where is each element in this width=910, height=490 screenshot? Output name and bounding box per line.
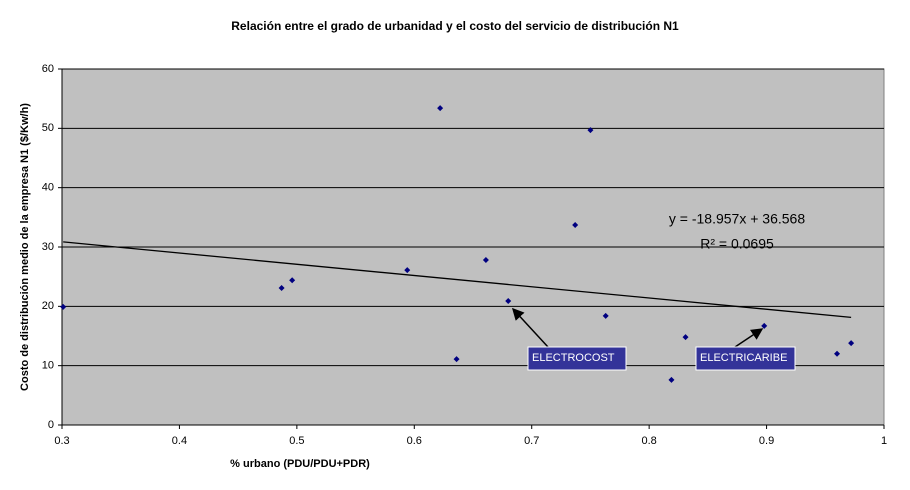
point	[437, 105, 444, 112]
annotation-label: ELECTROCOST	[532, 352, 615, 364]
y-tick-label: 30	[42, 241, 54, 253]
point	[60, 303, 67, 310]
trend-equation: y = -18.957x + 36.568	[669, 211, 805, 227]
point	[453, 356, 460, 363]
trend-r2: R² = 0.0695	[700, 236, 774, 252]
x-tick-label: 1	[881, 435, 887, 447]
x-tick-label: 0.5	[289, 435, 304, 447]
chart-title: Relación entre el grado de urbanidad y e…	[231, 19, 679, 33]
trendline	[63, 241, 852, 319]
point	[834, 350, 841, 357]
x-tick-label: 0.9	[759, 435, 774, 447]
point	[505, 297, 512, 304]
y-tick-label: 10	[42, 360, 54, 372]
point	[482, 257, 489, 264]
point	[572, 222, 579, 229]
y-tick-label: 50	[42, 122, 54, 134]
point	[761, 322, 768, 329]
point	[668, 376, 675, 383]
annotation-arrow	[734, 328, 764, 348]
point	[587, 127, 594, 134]
y-tick-label: 40	[42, 182, 54, 194]
point	[848, 340, 855, 347]
x-tick-label: 0.6	[407, 435, 422, 447]
y-tick-label: 0	[48, 419, 54, 431]
y-axis-title: Costo de distribución medio de la empres…	[19, 103, 31, 391]
x-axis-title: % urbano (PDU/PDU+PDR)	[230, 458, 370, 470]
annotation-arrow	[511, 307, 549, 348]
annotation-box	[695, 346, 796, 371]
x-tick-label: 0.7	[524, 435, 539, 447]
annotation-box	[527, 346, 627, 371]
x-tick-label: 0.4	[172, 435, 187, 447]
y-tick-label: 60	[42, 63, 54, 75]
point	[404, 267, 411, 274]
point	[602, 312, 609, 319]
y-tick-label: 20	[42, 300, 54, 312]
point	[682, 334, 689, 341]
point	[289, 277, 296, 284]
annotation-label: ELECTRICARIBE	[700, 352, 787, 364]
x-tick-label: 0.3	[54, 435, 69, 447]
point	[278, 284, 285, 291]
x-tick-label: 0.8	[641, 435, 656, 447]
